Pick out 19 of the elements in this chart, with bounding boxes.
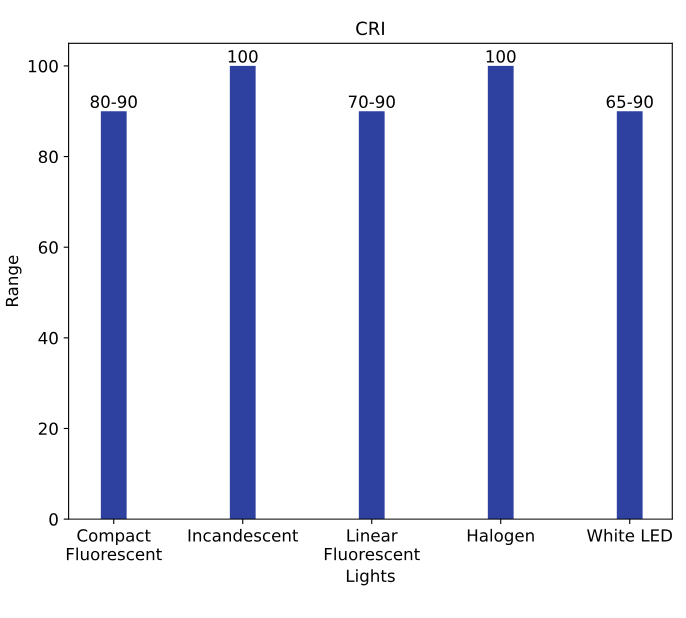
data-label: 80-90 <box>90 95 137 108</box>
y-axis-title: Range <box>6 256 22 306</box>
x-tick-label: White LED <box>587 528 672 542</box>
chart-title: CRI <box>356 22 384 36</box>
data-label: 100 <box>228 50 258 63</box>
y-tick-label: 60 <box>38 241 58 254</box>
y-tick-label: 40 <box>38 332 58 344</box>
y-tick-label: 0 <box>49 513 58 526</box>
y-tick-label: 80 <box>38 150 58 164</box>
data-label: 65-90 <box>606 95 653 108</box>
x-tick-label: Incandescent <box>188 528 298 542</box>
y-tick-label: 100 <box>28 60 58 72</box>
y-tick-label: 20 <box>38 422 58 436</box>
data-label: 100 <box>486 50 516 63</box>
x-tick-label: Compact Fluorescent <box>66 529 162 560</box>
x-axis-title: Lights <box>346 569 395 586</box>
x-tick-label: Linear Fluorescent <box>324 528 420 560</box>
data-label: 70-90 <box>348 95 395 108</box>
x-tick-label: Halogen <box>468 528 534 545</box>
